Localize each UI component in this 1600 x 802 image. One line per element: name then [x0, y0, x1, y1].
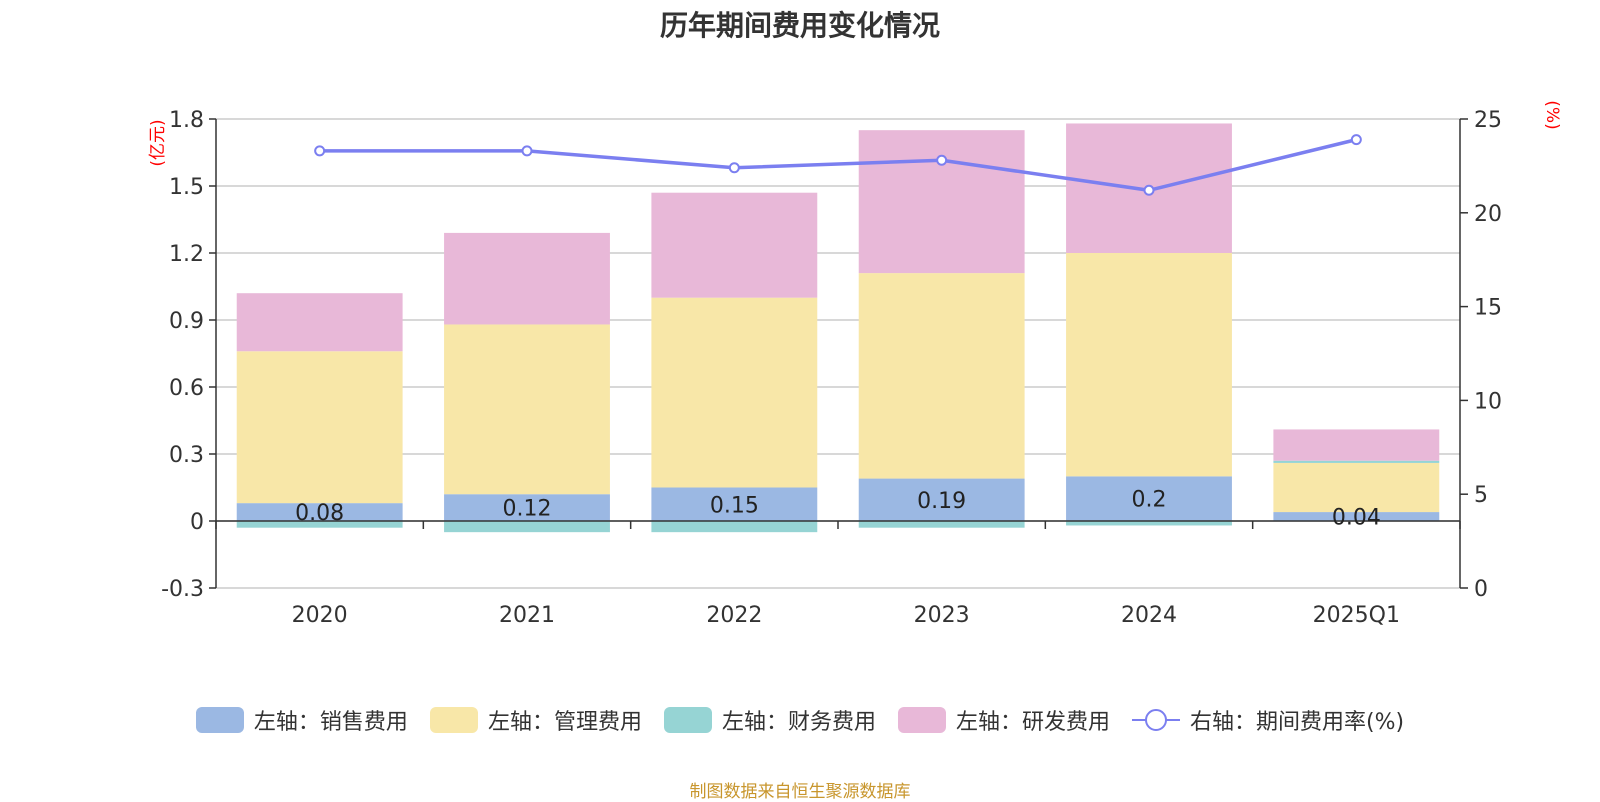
bar-segment-3-2020 [236, 293, 403, 352]
bar-segment-1-2024 [1066, 253, 1232, 477]
expense-rate-point [1143, 184, 1155, 196]
left-axis-tick-label: 0.3 [169, 443, 204, 468]
expense-rate-point [314, 145, 326, 157]
x-axis-category-label: 2023 [914, 603, 970, 628]
legend-swatch-finance [663, 707, 712, 733]
bar-segment-3-2021 [444, 232, 610, 325]
bar-segment-3-2022 [651, 192, 818, 298]
left-axis-tick-label: 0.6 [169, 376, 204, 401]
legend-label-rnd: 左轴：研发费用 [955, 710, 1110, 735]
right-axis-tick-label: 5 [1474, 483, 1488, 508]
right-axis-tick-label: 20 [1474, 202, 1502, 227]
sales-data-label: 0.2 [1132, 488, 1167, 513]
bar-segment-3-2025Q1 [1273, 429, 1440, 461]
bar-segment-2-2024 [1066, 521, 1232, 526]
legend-label-sales: 左轴：销售费用 [253, 710, 408, 735]
right-axis-tick-label: 25 [1474, 108, 1502, 133]
legend-swatch-rnd [897, 707, 946, 733]
right-axis-tick-label: 10 [1474, 389, 1502, 414]
sales-data-label: 0.08 [295, 501, 344, 526]
x-axis-category-label: 2021 [499, 603, 555, 628]
bar-segment-2-2023 [858, 521, 1025, 528]
x-axis-category-label: 2022 [706, 603, 762, 628]
chart-legend: 左轴：销售费用 左轴：管理费用 左轴：财务费用 左轴：研发费用 右轴：期间费用率… [0, 704, 1600, 736]
bar-segment-0-2025Q1 [1273, 512, 1440, 521]
chart-title: 历年期间费用变化情况 [659, 9, 940, 42]
sales-data-label: 0.15 [710, 493, 759, 518]
expense-rate-point [936, 154, 948, 166]
sales-data-label: 0.19 [917, 489, 966, 514]
sales-data-label: 0.12 [503, 497, 552, 522]
legend-item-rnd[interactable]: 左轴：研发费用 [897, 704, 1110, 736]
bar-segment-0-2020 [236, 503, 403, 521]
expense-rate-line [319, 137, 1357, 193]
bar-segment-1-2023 [858, 273, 1025, 479]
bar-segment-3-2023 [858, 130, 1025, 274]
left-axis-tick-label: 1.2 [169, 242, 204, 267]
left-axis-unit-label: (亿元) [148, 119, 168, 166]
expense-rate-point [1350, 134, 1362, 146]
left-axis-tick-label: 1.5 [169, 175, 204, 200]
bar-segment-1-2025Q1 [1273, 462, 1440, 513]
sales-data-label: 0.04 [1332, 506, 1381, 531]
bar-segment-2-2025Q1 [1273, 460, 1440, 463]
left-axis-tick-label: 0 [190, 510, 204, 535]
legend-swatch-admin [429, 707, 478, 733]
expense-rate-point [521, 145, 533, 157]
x-axis-category-label: 2024 [1121, 603, 1177, 628]
right-axis-tick-label: 15 [1474, 296, 1502, 321]
bar-segment-0-2024 [1066, 476, 1232, 521]
legend-item-admin[interactable]: 左轴：管理费用 [429, 704, 642, 736]
bar-segment-0-2022 [651, 487, 818, 521]
legend-label-finance: 左轴：财务费用 [721, 710, 876, 735]
expense-rate-point [728, 162, 740, 174]
legend-swatch-sales [195, 707, 244, 733]
right-axis-unit-label: (%) [1542, 100, 1562, 129]
source-note: 制图数据来自恒生聚源数据库 [689, 782, 911, 802]
bar-segment-1-2020 [236, 351, 403, 504]
bar-segment-2-2021 [444, 521, 610, 533]
x-axis-category-label: 2025Q1 [1313, 603, 1400, 628]
legend-item-sales[interactable]: 左轴：销售费用 [195, 704, 408, 736]
left-axis-tick-label: -0.3 [161, 577, 204, 602]
legend-label-admin: 左轴：管理费用 [487, 710, 642, 735]
bar-segment-2-2022 [651, 521, 818, 533]
legend-label-expense-rate: 右轴：期间费用率(%) [1189, 710, 1405, 735]
left-axis-tick-label: 1.8 [169, 108, 204, 133]
bar-segment-2-2020 [236, 521, 403, 528]
left-axis-tick-label: 0.9 [169, 309, 204, 334]
legend-item-expense-rate[interactable]: 右轴：期间费用率(%) [1131, 704, 1405, 736]
legend-item-finance[interactable]: 左轴：财务费用 [663, 704, 876, 736]
x-axis-category-label: 2020 [292, 603, 348, 628]
bar-segment-1-2021 [444, 324, 610, 495]
bar-segment-1-2022 [651, 297, 818, 488]
bar-segment-0-2023 [858, 478, 1025, 521]
legend-line-marker-icon [1131, 709, 1180, 731]
right-axis-tick-label: 0 [1474, 577, 1488, 602]
bar-segment-0-2021 [444, 494, 610, 521]
